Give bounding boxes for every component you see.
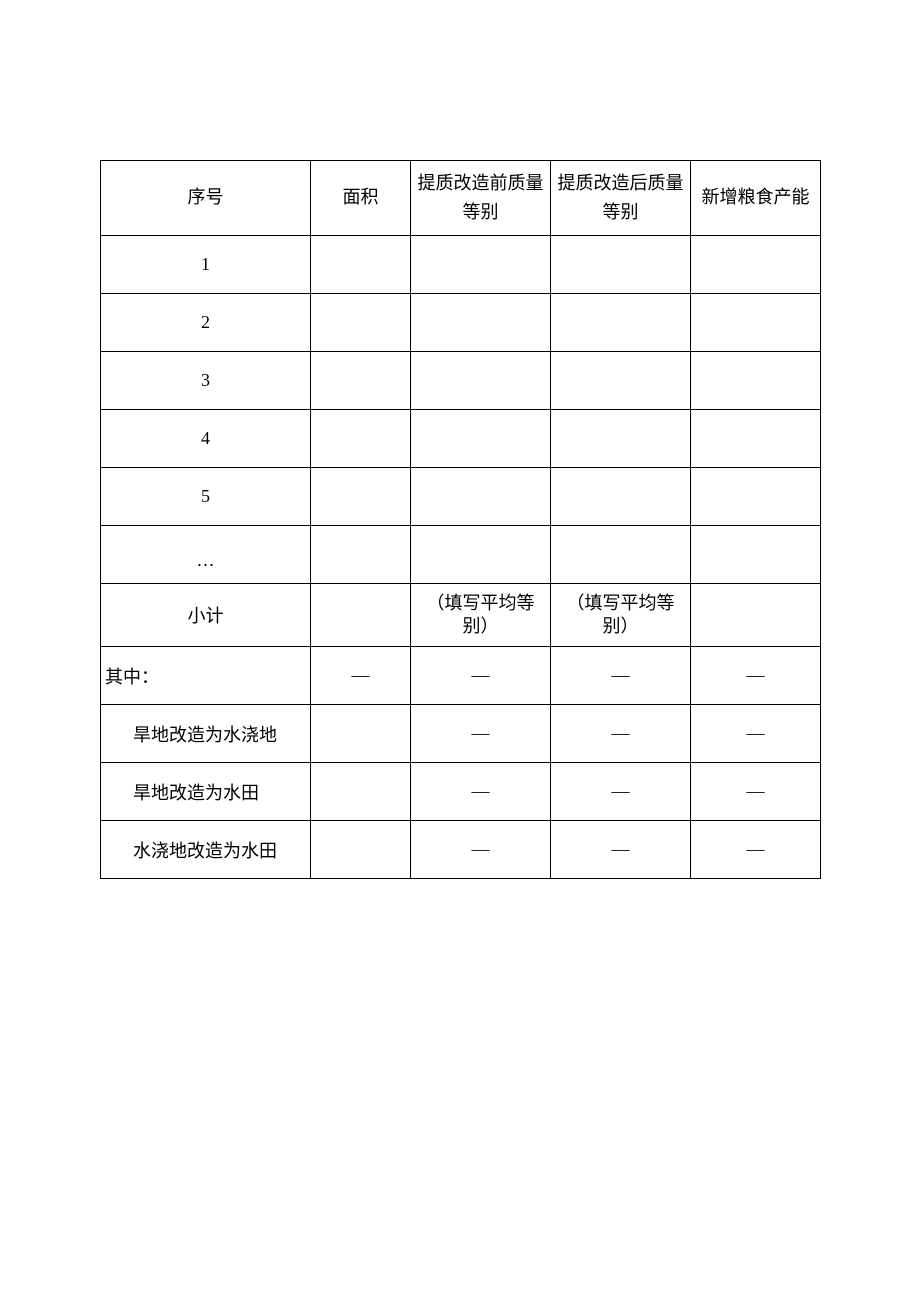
quality-improvement-table: 序号 面积 提质改造前质量等别 提质改造后质量等别 新增粮食产能 1 2 3 4… [100,160,821,879]
cell-newgrain [691,351,821,409]
cell-before [411,409,551,467]
breakdown-item-newgrain: — [691,763,821,821]
cell-area [311,409,411,467]
breakdown-item-before: — [411,705,551,763]
breakdown-item-label: 水浇地改造为水田 [101,821,311,879]
cell-newgrain [691,235,821,293]
cell-seq: 4 [101,409,311,467]
table-row: 3 [101,351,821,409]
cell-seq: 3 [101,351,311,409]
breakdown-item-before: — [411,763,551,821]
cell-area [311,235,411,293]
subtotal-before: （填写平均等别） [411,583,551,647]
cell-after [551,467,691,525]
cell-area [311,351,411,409]
breakdown-item-after: — [551,763,691,821]
cell-seq: 2 [101,293,311,351]
header-seq: 序号 [101,161,311,236]
breakdown-label: 其中： [101,647,311,705]
subtotal-row: 小计 （填写平均等别） （填写平均等别） [101,583,821,647]
breakdown-item-label: 旱地改造为水田 [101,763,311,821]
breakdown-item-label: 旱地改造为水浇地 [101,705,311,763]
breakdown-item-area [311,763,411,821]
breakdown-header-row: 其中： — — — — [101,647,821,705]
header-after: 提质改造后质量等别 [551,161,691,236]
table-row: 5 [101,467,821,525]
subtotal-after: （填写平均等别） [551,583,691,647]
cell-after [551,409,691,467]
subtotal-newgrain [691,583,821,647]
breakdown-item-after: — [551,705,691,763]
table-row: … [101,525,821,583]
header-newgrain: 新增粮食产能 [691,161,821,236]
table-row: 4 [101,409,821,467]
breakdown-item-newgrain: — [691,821,821,879]
cell-area [311,293,411,351]
cell-before [411,351,551,409]
cell-seq: 5 [101,467,311,525]
breakdown-item-area [311,705,411,763]
table-row: 2 [101,293,821,351]
breakdown-item-area [311,821,411,879]
cell-newgrain [691,409,821,467]
cell-before [411,235,551,293]
cell-after [551,525,691,583]
breakdown-item-row: 旱地改造为水田 — — — [101,763,821,821]
breakdown-dash: — [411,647,551,705]
cell-newgrain [691,525,821,583]
cell-newgrain [691,293,821,351]
subtotal-area [311,583,411,647]
cell-after [551,293,691,351]
breakdown-item-row: 旱地改造为水浇地 — — — [101,705,821,763]
cell-before [411,467,551,525]
cell-after [551,235,691,293]
breakdown-item-before: — [411,821,551,879]
cell-before [411,525,551,583]
cell-before [411,293,551,351]
cell-after [551,351,691,409]
breakdown-dash: — [311,647,411,705]
cell-seq: 1 [101,235,311,293]
header-before: 提质改造前质量等别 [411,161,551,236]
cell-seq: … [101,525,311,583]
subtotal-label: 小计 [101,583,311,647]
table-header-row: 序号 面积 提质改造前质量等别 提质改造后质量等别 新增粮食产能 [101,161,821,236]
cell-area [311,525,411,583]
breakdown-item-after: — [551,821,691,879]
cell-area [311,467,411,525]
table-row: 1 [101,235,821,293]
cell-newgrain [691,467,821,525]
breakdown-dash: — [551,647,691,705]
breakdown-item-row: 水浇地改造为水田 — — — [101,821,821,879]
header-area: 面积 [311,161,411,236]
breakdown-item-newgrain: — [691,705,821,763]
breakdown-dash: — [691,647,821,705]
